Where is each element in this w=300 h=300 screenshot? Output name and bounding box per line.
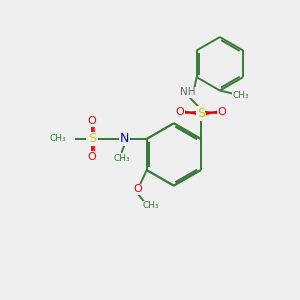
Text: O: O [217, 107, 226, 117]
Text: O: O [87, 152, 96, 162]
Text: O: O [134, 184, 142, 194]
Text: N: N [120, 132, 129, 146]
Text: O: O [176, 107, 184, 117]
Text: S: S [197, 107, 205, 120]
Text: CH₃: CH₃ [49, 134, 66, 143]
Text: CH₃: CH₃ [113, 154, 130, 163]
Text: NH: NH [180, 87, 195, 97]
Text: CH₃: CH₃ [142, 201, 159, 210]
Text: S: S [88, 132, 96, 146]
Text: CH₃: CH₃ [232, 91, 249, 100]
Text: O: O [87, 116, 96, 126]
